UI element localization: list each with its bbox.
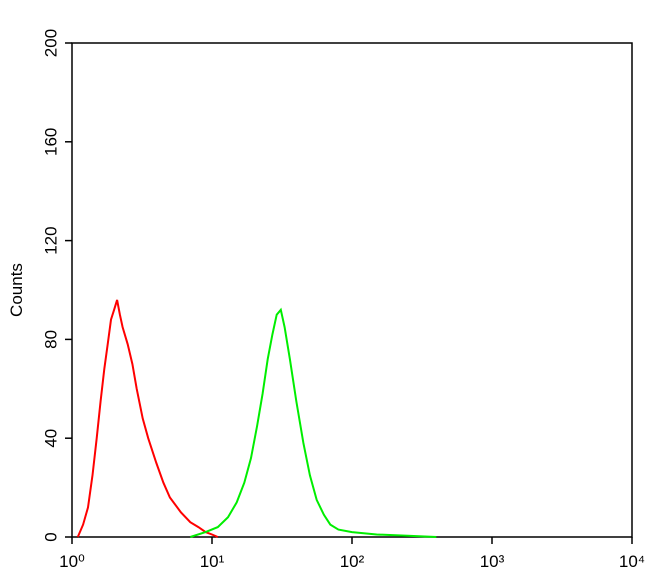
- x-tick-label: 10⁴: [619, 552, 645, 571]
- y-tick-label: 80: [41, 330, 60, 349]
- y-axis-label: Counts: [7, 263, 26, 317]
- histogram-line: [76, 299, 219, 538]
- y-tick-label: 120: [41, 226, 60, 254]
- histogram-line: [189, 307, 437, 538]
- x-tick-label: 10²: [340, 552, 365, 571]
- y-tick-label: 160: [41, 128, 60, 156]
- y-tick-label: 40: [41, 429, 60, 448]
- x-tick-label: 10⁰: [59, 552, 85, 571]
- y-tick-label: 200: [41, 29, 60, 57]
- y-tick-label: 0: [41, 532, 60, 541]
- x-tick-label: 10¹: [200, 552, 225, 571]
- x-tick-label: 10³: [480, 552, 505, 571]
